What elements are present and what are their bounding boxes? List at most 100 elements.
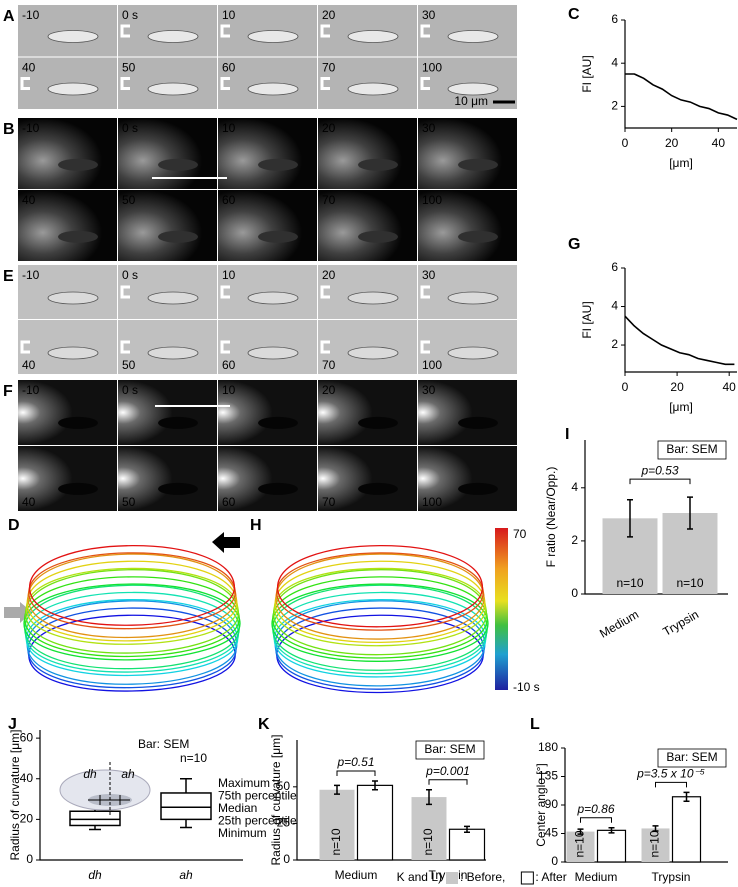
image-frame bbox=[218, 446, 317, 511]
image-frame bbox=[218, 118, 317, 189]
error-bar bbox=[687, 496, 693, 530]
cell-outline bbox=[271, 583, 489, 662]
y-tick-label: 180 bbox=[538, 740, 558, 754]
axis bbox=[624, 20, 737, 129]
error-bar bbox=[334, 784, 340, 795]
n-label: n=10 bbox=[676, 576, 703, 590]
y-axis-label: F ratio (Near/Opp.) bbox=[544, 467, 558, 568]
y-tick-label: 90 bbox=[545, 797, 559, 811]
cell bbox=[458, 416, 498, 429]
image-frame bbox=[418, 118, 517, 189]
image-frame bbox=[18, 118, 117, 189]
legend-label: Maximum bbox=[218, 776, 270, 790]
image-frame bbox=[18, 380, 117, 445]
bar bbox=[671, 796, 702, 863]
y-tick-label: 2 bbox=[611, 337, 618, 351]
cell bbox=[47, 291, 99, 305]
y-tick-label: 50 bbox=[277, 779, 291, 793]
y-tick-label: 45 bbox=[545, 826, 559, 840]
cell bbox=[147, 291, 199, 305]
cell bbox=[258, 158, 298, 171]
y-tick-label: 40 bbox=[20, 771, 34, 785]
bar bbox=[448, 828, 486, 861]
colorbar bbox=[495, 528, 508, 690]
error-bar bbox=[608, 827, 615, 834]
annotation-box bbox=[657, 748, 727, 768]
frame-label: 20 bbox=[322, 121, 336, 135]
y-tick-label: 135 bbox=[538, 769, 558, 783]
legend-label: : Before, bbox=[460, 870, 505, 884]
panel-letter: I bbox=[565, 426, 569, 443]
frame-label: 70 bbox=[322, 61, 336, 75]
pipette bbox=[220, 24, 230, 38]
frame-label: 70 bbox=[322, 193, 336, 207]
frame-label: 30 bbox=[422, 383, 436, 397]
y-tick-label: 0 bbox=[551, 854, 558, 868]
box bbox=[69, 810, 121, 827]
cell bbox=[47, 346, 99, 360]
cell-outline bbox=[24, 576, 240, 658]
x-tick-label: Trypsin bbox=[652, 870, 691, 884]
frame-label: 30 bbox=[422, 8, 436, 22]
inset-label: ah bbox=[121, 767, 135, 781]
y-tick-label: 2 bbox=[571, 533, 578, 547]
cell bbox=[247, 82, 299, 96]
pipette bbox=[220, 285, 230, 299]
panel-letter: H bbox=[250, 517, 262, 534]
cell bbox=[247, 346, 299, 360]
cell bbox=[247, 30, 299, 43]
y-tick-label: 2 bbox=[611, 99, 618, 113]
colorbar-tick: -10 s bbox=[513, 680, 540, 694]
legend-label: Minimum bbox=[218, 826, 267, 840]
cell bbox=[158, 158, 198, 171]
cell-outline bbox=[272, 569, 488, 656]
frame-label: 100 bbox=[422, 358, 442, 372]
n-label: n=10 bbox=[573, 830, 587, 857]
frame-label: 50 bbox=[122, 495, 136, 509]
cell bbox=[147, 82, 199, 96]
frame-label: 100 bbox=[422, 61, 442, 75]
image-frame bbox=[418, 380, 517, 445]
n-label: n=10 bbox=[180, 751, 207, 765]
pipette bbox=[320, 24, 330, 38]
cell bbox=[458, 482, 498, 495]
y-axis-label: Radius of curvature [μm] bbox=[8, 730, 22, 861]
frame-label: 60 bbox=[222, 61, 236, 75]
y-tick-label: 6 bbox=[611, 12, 618, 26]
y-tick-label: 0 bbox=[283, 852, 290, 866]
pipette bbox=[120, 285, 130, 299]
frame-label: 10 bbox=[222, 121, 236, 135]
pipette bbox=[420, 77, 430, 90]
frame-label: 30 bbox=[422, 121, 436, 135]
pipette bbox=[420, 285, 430, 299]
image-frame bbox=[418, 446, 517, 511]
bar bbox=[319, 789, 355, 860]
cell bbox=[158, 230, 198, 243]
x-tick-label: Medium bbox=[335, 868, 378, 882]
cell-outline bbox=[28, 552, 236, 630]
bar bbox=[356, 784, 394, 861]
y-tick-label: 25 bbox=[277, 816, 291, 830]
frame-label: 20 bbox=[322, 8, 336, 22]
cell bbox=[58, 230, 98, 243]
pipette bbox=[120, 24, 130, 38]
y-tick-label: 0 bbox=[26, 852, 33, 866]
frame-label: 0 s bbox=[122, 121, 138, 135]
annotation: Bar: SEM bbox=[138, 737, 189, 751]
frame-label: 40 bbox=[22, 61, 36, 75]
cell-outline bbox=[24, 569, 240, 654]
frame-label: 40 bbox=[22, 358, 36, 372]
image-frame bbox=[118, 380, 217, 445]
pipette bbox=[220, 340, 230, 354]
data-line bbox=[624, 315, 735, 366]
panel-letter: J bbox=[8, 716, 17, 733]
x-tick-label: Medium bbox=[597, 607, 641, 640]
error-bar bbox=[627, 498, 633, 538]
cell bbox=[247, 291, 299, 305]
x-tick-label: 0 bbox=[622, 380, 629, 394]
box bbox=[160, 792, 212, 821]
p-value: p=0.001 bbox=[425, 764, 470, 778]
frame-label: -10 bbox=[22, 121, 40, 135]
y-tick-label: 60 bbox=[20, 730, 34, 744]
